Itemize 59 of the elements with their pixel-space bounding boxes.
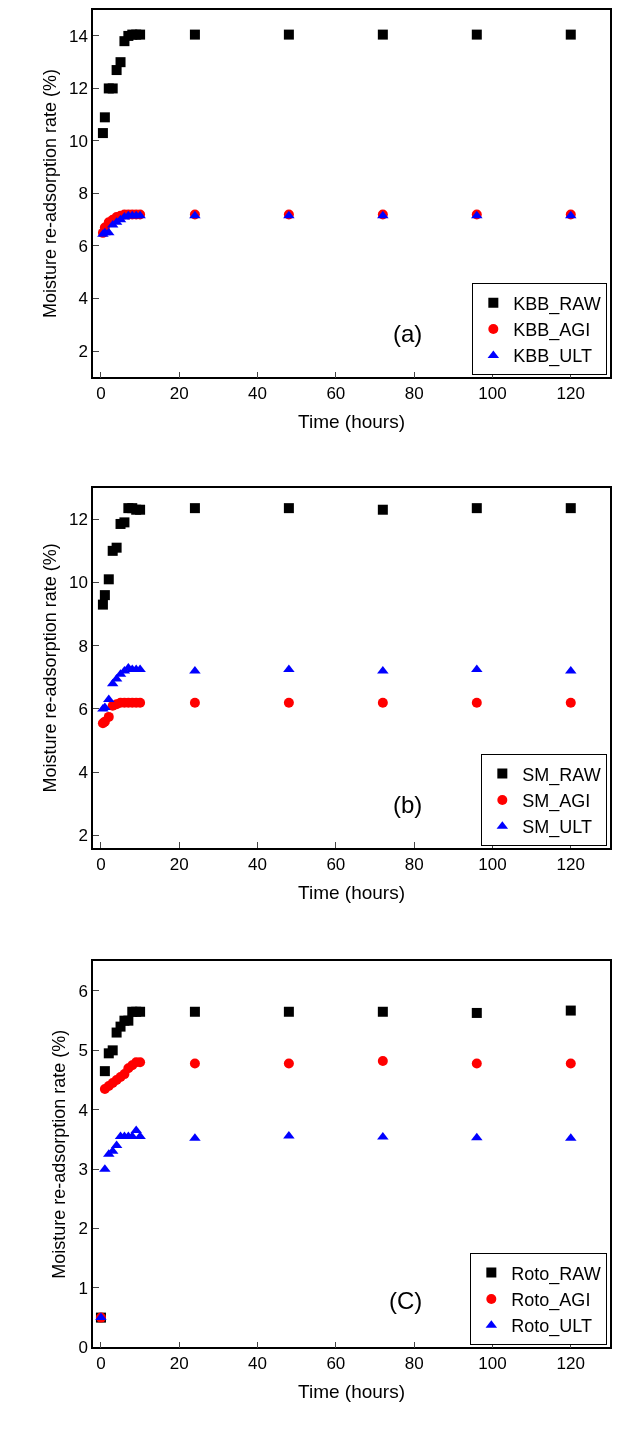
annotation: (C): [389, 1287, 423, 1314]
x-tick-label: 80: [404, 1354, 424, 1374]
y-tick-label: 12: [69, 510, 88, 530]
y-tick-label: 4: [78, 763, 88, 783]
legend-label: Roto_RAW: [511, 1263, 601, 1285]
x-tick-label: 40: [248, 1354, 268, 1374]
y-tick-label: 1: [78, 1278, 88, 1298]
x-tick-label: 40: [248, 855, 268, 875]
legend-label: SM_RAW: [522, 764, 601, 786]
y-tick-label: 6: [78, 699, 88, 719]
x-tick-label: 60: [326, 1354, 346, 1374]
x-tick-label: 100: [478, 1354, 507, 1374]
y-tick-label: 4: [78, 1100, 88, 1120]
y-tick-label: 4: [78, 289, 88, 309]
annotation: (a): [393, 320, 423, 347]
y-tick-label: 8: [78, 636, 88, 656]
x-tick-label: 0: [96, 1354, 106, 1374]
y-tick-label: 2: [78, 341, 88, 361]
y-axis-title: Moisture re-adsorption rate (%): [39, 68, 60, 319]
x-tick-label: 100: [478, 855, 507, 875]
x-tick-label: 120: [556, 855, 585, 875]
x-axis-title: Time (hours): [298, 410, 406, 432]
x-tick-label: 120: [556, 384, 585, 404]
x-tick-label: 40: [248, 384, 268, 404]
y-tick-label: 5: [78, 1041, 88, 1061]
legend-label: SM_ULT: [522, 817, 593, 839]
y-tick-label: 10: [69, 573, 88, 593]
y-tick-label: 6: [78, 236, 88, 256]
x-tick-label: 80: [404, 384, 424, 404]
y-axis-title: Moisture re-adsorption rate (%): [39, 543, 60, 793]
legend-label: KBB_RAW: [513, 293, 601, 315]
legend-label: Roto_AGI: [511, 1289, 591, 1311]
y-tick-label: 14: [69, 26, 88, 46]
x-tick-label: 0: [96, 384, 106, 404]
x-tick-label: 60: [326, 384, 346, 404]
y-tick-label: 10: [69, 131, 88, 151]
annotation: (b): [393, 791, 423, 818]
legend-label: Roto_ULT: [511, 1316, 593, 1338]
x-tick-label: 60: [326, 855, 346, 875]
y-tick-label: 2: [78, 1219, 88, 1239]
x-tick-label: 20: [169, 384, 189, 404]
y-tick-label: 2: [78, 826, 88, 846]
x-axis-title: Time (hours): [298, 1380, 406, 1402]
x-tick-label: 120: [556, 1354, 585, 1374]
x-tick-label: 80: [404, 855, 424, 875]
y-tick-label: 3: [78, 1160, 88, 1180]
y-tick-label: 8: [78, 184, 88, 204]
x-axis-title: Time (hours): [298, 881, 406, 903]
y-tick-label: 0: [78, 1338, 88, 1358]
x-tick-label: 100: [478, 384, 507, 404]
legend-label: KBB_AGI: [513, 320, 591, 342]
y-tick-label: 12: [69, 79, 88, 99]
x-tick-label: 0: [96, 855, 106, 875]
legend-label: SM_AGI: [522, 790, 591, 812]
x-tick-label: 20: [169, 1354, 189, 1374]
y-axis-title: Moisture re-adsorption rate (%): [49, 1029, 70, 1279]
y-tick-label: 6: [78, 981, 88, 1001]
legend-label: KBB_ULT: [513, 346, 593, 368]
x-tick-label: 20: [169, 855, 189, 875]
